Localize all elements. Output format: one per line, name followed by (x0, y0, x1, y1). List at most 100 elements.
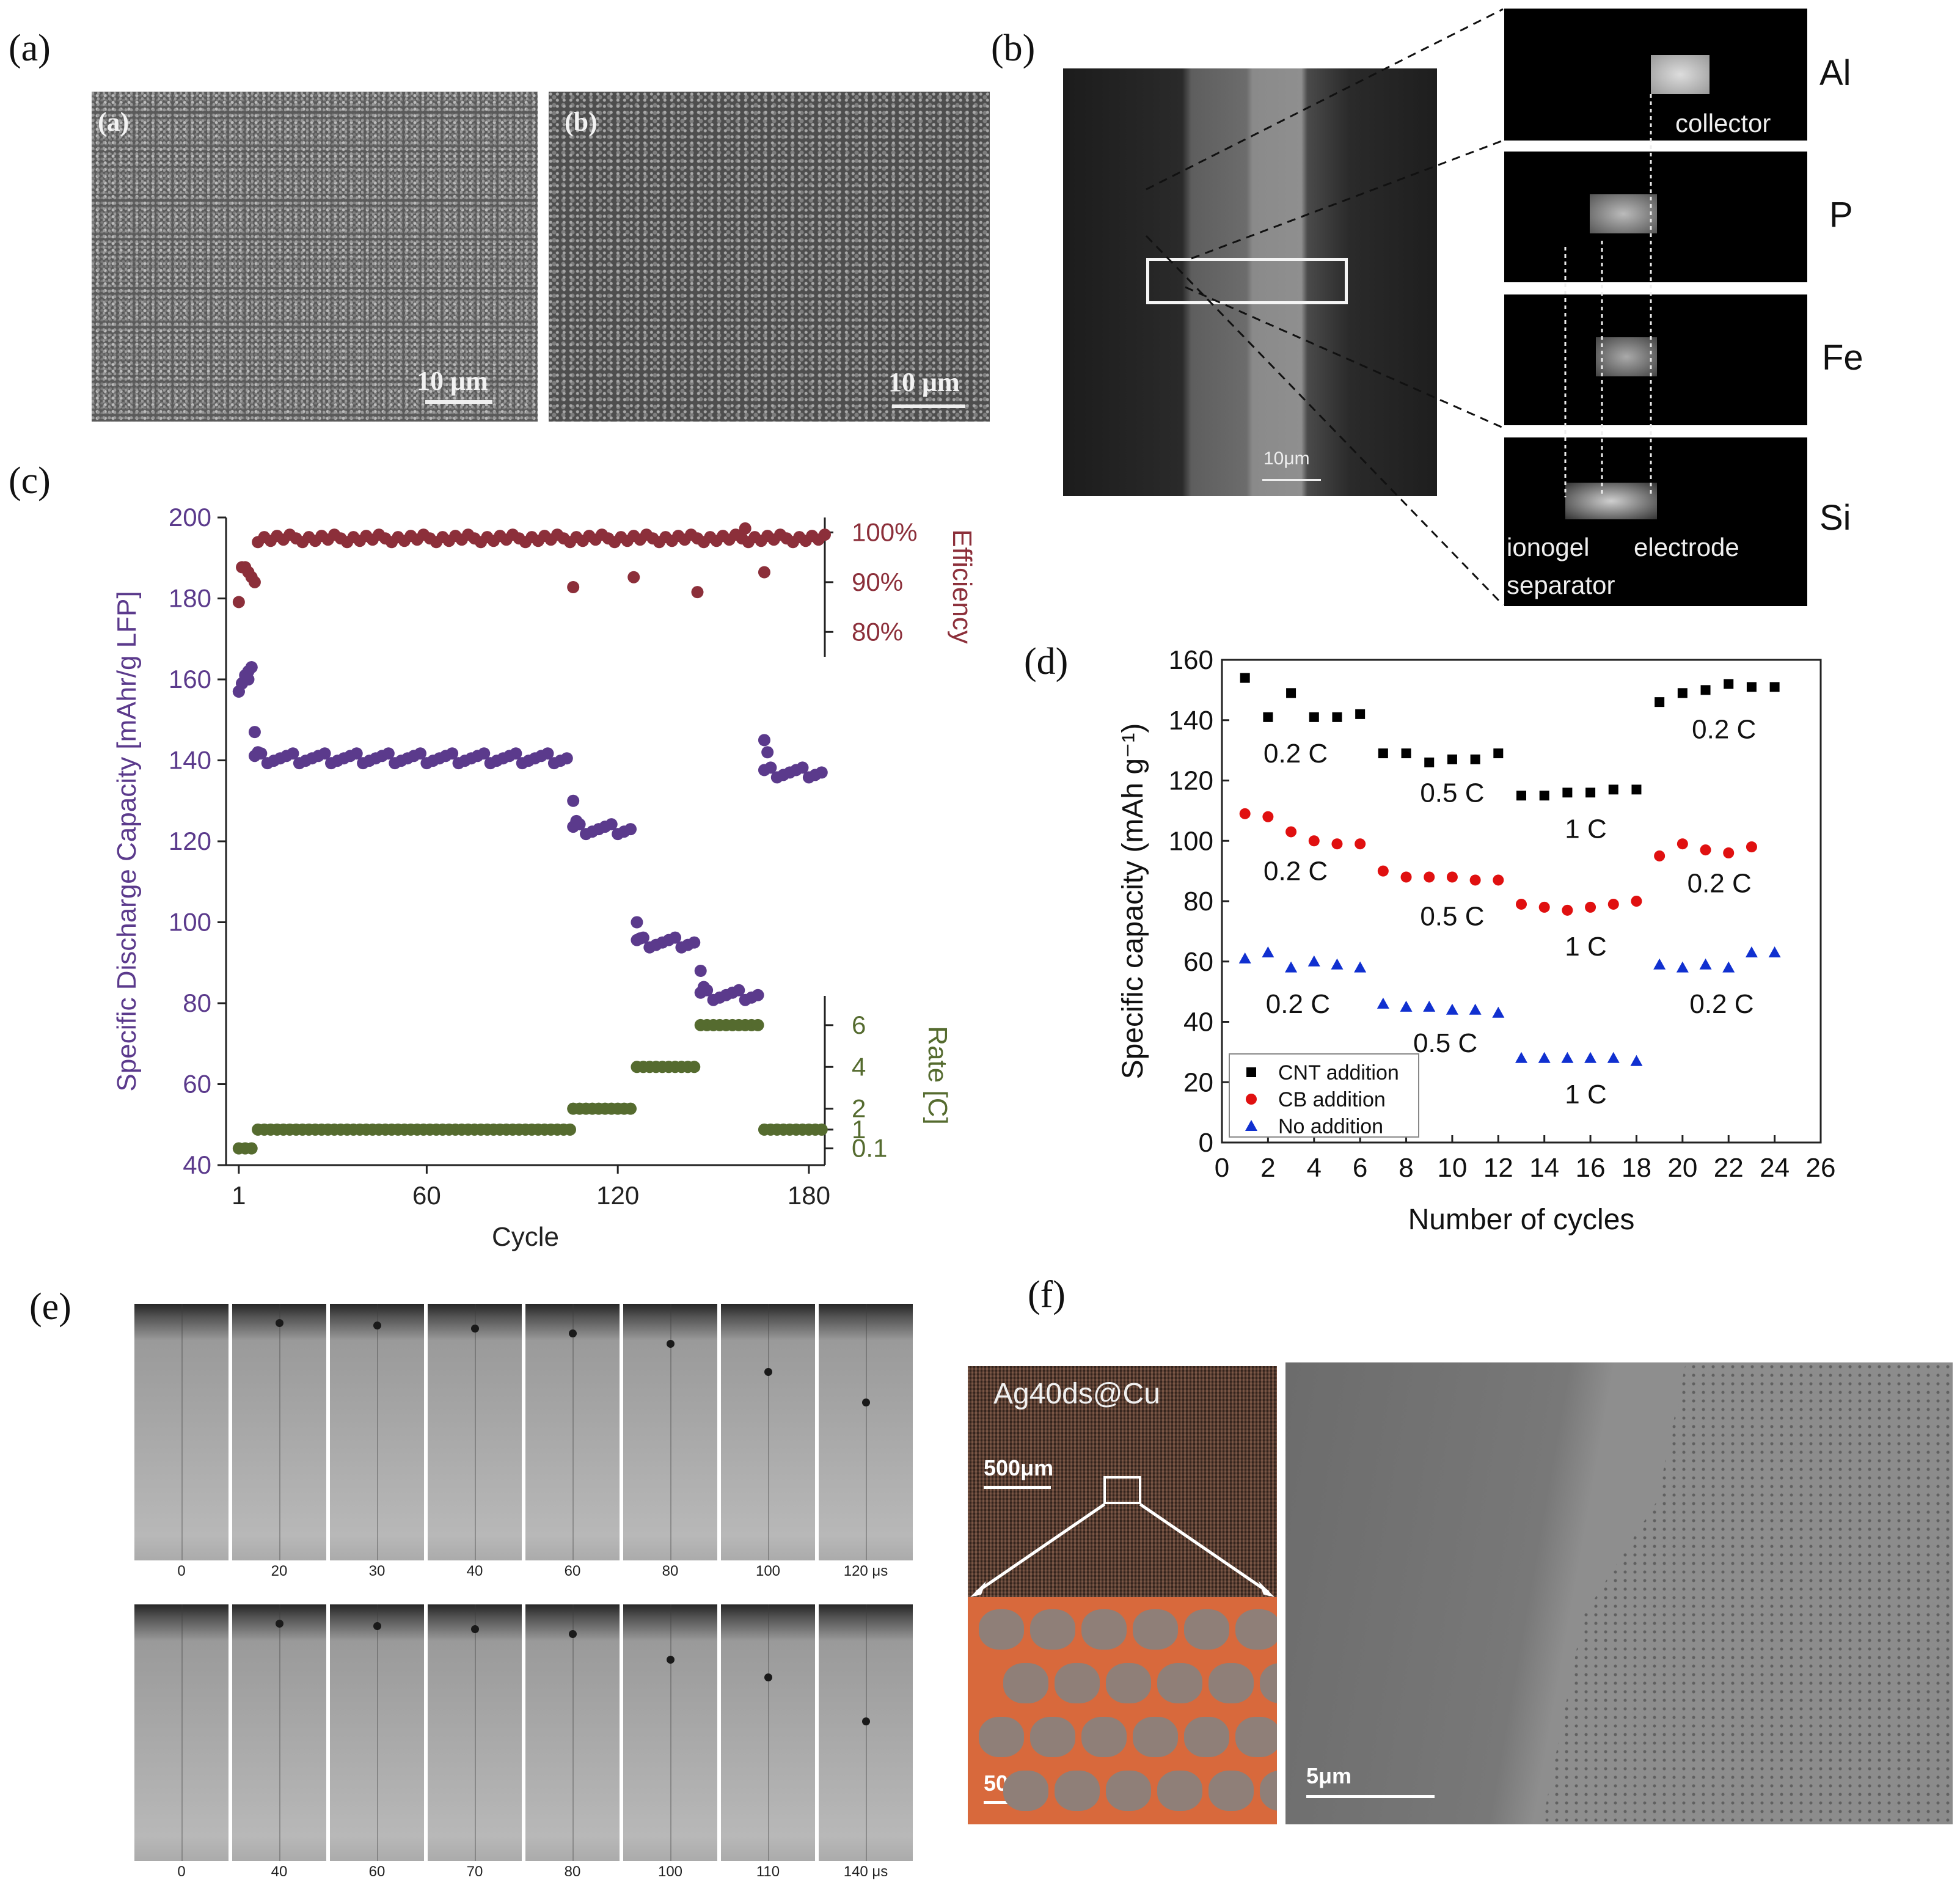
frames-row-2 (134, 1604, 916, 1861)
edx-label-p: P (1829, 195, 1853, 235)
c-x-label: Cycle (492, 1222, 559, 1252)
d-legend-label: No addition (1278, 1115, 1383, 1138)
d-no-addition-point (1262, 946, 1274, 957)
d-cb-point (1538, 901, 1550, 913)
trajectory-line (866, 1304, 867, 1560)
d-cnt-point (1585, 788, 1596, 798)
d-no-addition-point (1745, 946, 1758, 957)
d-no-addition-point (1768, 946, 1781, 957)
d-legend-label: CNT addition (1278, 1061, 1399, 1084)
d-cb-point (1654, 850, 1666, 861)
d-no-addition-point (1377, 997, 1389, 1009)
d-cb-point (1516, 898, 1527, 910)
c-capacity-point (350, 747, 363, 760)
silver-particle (1055, 1771, 1100, 1811)
droplet (764, 1673, 772, 1682)
edx-map-p (1504, 152, 1807, 282)
c-x-tick-label: 120 (596, 1181, 639, 1210)
c-rate-tick-label: 6 (852, 1011, 866, 1039)
d-cnt-point (1724, 679, 1734, 689)
d-no-addition-point (1492, 1006, 1505, 1018)
c-efficiency-point (691, 586, 704, 599)
d-cb-point (1400, 871, 1412, 883)
frame-time-label: 0 (177, 1863, 186, 1880)
frame-time-label: 40 (466, 1563, 483, 1579)
d-cb-point (1446, 871, 1458, 883)
d-cb-point (1562, 904, 1573, 916)
trajectory-line (181, 1604, 183, 1861)
d-no-addition-point (1584, 1051, 1597, 1063)
droplet (764, 1368, 772, 1376)
optical-image-top: Ag40ds@Cu 500μm (968, 1366, 1277, 1597)
c-x-tick-label: 1 (232, 1181, 246, 1210)
c-capacity-point (758, 734, 770, 747)
d-cb-point (1631, 896, 1642, 907)
high-speed-frame (330, 1304, 424, 1560)
panel-f-letter: (f) (1028, 1274, 1066, 1315)
c-capacity-point (694, 965, 707, 977)
d-cnt-point (1332, 712, 1342, 722)
d-y-tick-label: 100 (1169, 826, 1213, 856)
panel-b-letter: (b) (991, 27, 1036, 69)
c-y-label: Specific Discharge Capacity [mAhr/g LFP] (112, 591, 142, 1091)
d-no-addition-point (1653, 958, 1666, 970)
d-y-tick-label: 20 (1183, 1067, 1213, 1097)
d-x-tick-label: 20 (1667, 1153, 1697, 1183)
d-cnt-point (1655, 697, 1665, 707)
silver-particle (979, 1717, 1024, 1757)
c-y-tick-label: 160 (169, 665, 211, 693)
frame-time-label: 100 (755, 1563, 781, 1579)
frame-time-label: 60 (564, 1563, 581, 1579)
droplet (667, 1339, 675, 1348)
scale-bar (892, 404, 965, 408)
d-rate-annotation: 0.2 C (1266, 989, 1330, 1019)
droplet (373, 1322, 381, 1330)
c-capacity-point (624, 823, 637, 836)
d-cnt-point (1493, 748, 1504, 759)
trajectory-line (866, 1604, 867, 1861)
d-cnt-point (1677, 688, 1688, 698)
zoom-arrows (970, 1502, 1274, 1597)
c-capacity-point (567, 794, 580, 807)
high-speed-frame (232, 1604, 326, 1861)
c-x-tick-label: 60 (412, 1181, 441, 1210)
c-capacity-point (631, 916, 643, 929)
silver-particle (1260, 1771, 1277, 1811)
d-no-addition-point (1285, 961, 1298, 973)
c-efficiency-point (739, 522, 751, 535)
d-rate-annotation: 0.2 C (1263, 857, 1328, 887)
silver-particle (1030, 1609, 1075, 1650)
d-cnt-point (1401, 748, 1411, 759)
d-rate-annotation: 0.2 C (1689, 989, 1753, 1019)
c-capacity-point (570, 814, 583, 827)
d-cnt-point (1447, 754, 1457, 764)
d-x-tick-label: 16 (1576, 1153, 1606, 1183)
c-y-tick-label: 180 (169, 584, 211, 613)
high-speed-frame (819, 1604, 913, 1861)
d-rate-annotation: 0.5 C (1420, 902, 1484, 932)
c-capacity-point (318, 747, 331, 760)
d-cb-point (1377, 865, 1389, 877)
d-cb-point (1746, 841, 1757, 853)
d-rate-annotation: 1 C (1565, 932, 1606, 962)
frame-time-label: 60 (368, 1863, 386, 1880)
c-capacity-point (245, 661, 258, 674)
d-legend-box (1229, 1053, 1419, 1138)
d-cb-point (1469, 874, 1481, 886)
c-capacity-point (669, 931, 681, 944)
zoom-box (1103, 1476, 1141, 1504)
d-no-addition-point (1699, 958, 1712, 970)
d-cnt-point (1309, 712, 1319, 722)
d-cnt-point (1700, 685, 1711, 695)
trajectory-line (377, 1604, 378, 1861)
silver-particle (1003, 1771, 1048, 1811)
droplet (276, 1620, 283, 1628)
frame-time-label: 80 (662, 1563, 679, 1579)
c-y-tick-label: 200 (169, 503, 211, 532)
c-capacity-point (446, 747, 459, 760)
d-cnt-point (1470, 754, 1480, 764)
trajectory-line (377, 1304, 378, 1560)
c-capacity-point (697, 981, 710, 993)
c-capacity-point (252, 746, 265, 759)
